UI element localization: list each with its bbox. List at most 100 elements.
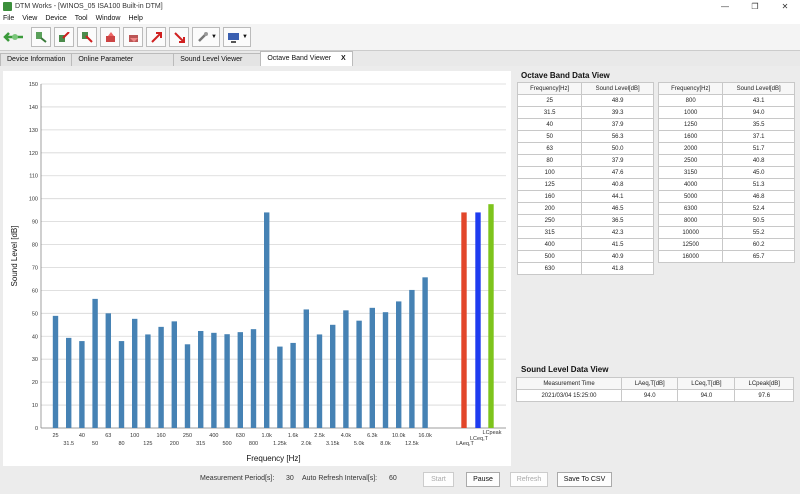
tab-sound-level-viewer[interactable]: Sound Level Viewer (173, 53, 262, 66)
frequency-cell: 160 (516, 190, 583, 203)
y-tick-label: 100 (29, 197, 38, 203)
frequency-cell: 200 (516, 202, 583, 215)
table-row: 1000 94.0 (657, 106, 795, 119)
settings-icon (198, 32, 208, 42)
tab-online-parameter[interactable]: Online Parameter (71, 53, 175, 66)
x-tick-label: 40 (79, 433, 85, 439)
read-button[interactable] (100, 27, 120, 47)
column-header: LCeq,T[dB] (677, 377, 736, 390)
frequency-cell: 125 (516, 178, 583, 191)
save-to-csv-button[interactable]: Save To CSV (557, 472, 612, 487)
table-row: 1250 35.5 (657, 118, 795, 131)
x-tick-label: 6.3k (367, 433, 378, 439)
write-button[interactable] (123, 27, 143, 47)
sound-level-cell: 52.4 (722, 202, 795, 215)
octave-table-right: Frequency[Hz] Sound Level[dB] 800 43.1 100… (657, 82, 795, 263)
export-icon (151, 32, 162, 43)
menu-help[interactable]: Help (128, 15, 143, 22)
column-header: Frequency[Hz] (516, 82, 583, 95)
bar (264, 212, 270, 428)
sound-level-cell: 40.8 (581, 178, 654, 191)
x-tick-label: 2.5k (314, 433, 325, 439)
table-row: 500 40.9 (516, 250, 654, 263)
frequency-cell: 16000 (657, 250, 724, 263)
table-row: 200 46.5 (516, 202, 654, 215)
summary-bar (488, 204, 494, 428)
frequency-cell: 12500 (657, 238, 724, 251)
x-axis-title: Frequency [Hz] (246, 454, 300, 463)
sound-level-cell: 41.8 (581, 262, 654, 275)
monitor-button[interactable]: ▼ (223, 27, 251, 47)
bar (158, 326, 164, 428)
tab-close-button[interactable]: X (341, 55, 346, 62)
x-tick-label: 2.0k (301, 441, 312, 447)
close-button[interactable]: ✕ (781, 2, 789, 11)
app-logo-icon (3, 2, 12, 11)
column-header: LCpeak[dB] (734, 377, 794, 390)
table-row: 10000 55.2 (657, 226, 795, 239)
frequency-cell: 400 (516, 238, 583, 251)
frequency-cell: 800 (657, 94, 724, 107)
x-tick-label: 25 (52, 433, 58, 439)
pause-button[interactable]: Pause (466, 472, 500, 487)
bar (409, 289, 415, 428)
refresh-button[interactable]: Refresh (510, 472, 548, 487)
y-tick-label: 30 (32, 357, 38, 363)
start-button[interactable]: Start (423, 472, 454, 487)
frequency-cell: 6300 (657, 202, 724, 215)
download-icon (82, 32, 93, 43)
bar (250, 329, 257, 428)
device-connect-button[interactable] (31, 27, 51, 47)
y-tick-label: 70 (32, 265, 38, 271)
lcpeak-cell: 97.6 (734, 389, 794, 402)
bar (79, 341, 85, 428)
download-button[interactable] (77, 27, 97, 47)
summary-bar (475, 212, 481, 428)
x-tick-label: 63 (105, 433, 111, 439)
table-row: 80 37.9 (516, 154, 654, 167)
table-row: 31.5 39.3 (516, 106, 654, 119)
toolbar: ▼ ▼ (0, 24, 800, 51)
chevron-down-icon: ▼ (211, 34, 217, 40)
sound-level-cell: 65.7 (722, 250, 795, 263)
menu-window[interactable]: Window (95, 15, 121, 22)
export-button[interactable] (146, 27, 166, 47)
window-controls: — ❐ ✕ (710, 0, 800, 13)
table-row: 16000 65.7 (657, 250, 795, 263)
measurement-period-label: Measurement Period[s]: (200, 475, 275, 482)
table-row: 63 50.0 (516, 142, 654, 155)
settings-button[interactable]: ▼ (192, 27, 220, 47)
bar (105, 313, 111, 428)
sound-level-cell: 40.8 (722, 154, 795, 167)
tab-device-information[interactable]: Device Information (0, 53, 73, 66)
table-row: 3150 45.0 (657, 166, 795, 179)
import-button[interactable] (169, 27, 189, 47)
sound-level-cell: 48.9 (581, 94, 654, 107)
tab-octave-band-viewer[interactable]: Octave Band Viewer X (260, 51, 353, 66)
bar (343, 310, 349, 428)
upload-button[interactable] (54, 27, 74, 47)
sound-level-cell: 39.3 (581, 106, 654, 119)
menu-device[interactable]: Device (45, 15, 67, 22)
table-row: 2000 51.7 (657, 142, 795, 155)
sound-level-table: Measurement Time LAeq,T[dB] LCeq,T[dB] L… (516, 377, 794, 402)
sound-level-cell: 37.1 (722, 130, 795, 143)
menu-file[interactable]: File (3, 15, 15, 22)
lceq-cell: 94.0 (677, 389, 736, 402)
sound-level-cell: 37.9 (581, 118, 654, 131)
x-tick-label: 80 (118, 441, 124, 447)
table-row: 8000 50.5 (657, 214, 795, 227)
x-tick-label: 1.0k (261, 433, 272, 439)
table-row: 6300 52.4 (657, 202, 795, 215)
y-tick-label: 10 (32, 403, 38, 409)
y-axis-title: Sound Level [dB] (10, 226, 19, 287)
maximize-button[interactable]: ❐ (751, 2, 759, 11)
y-tick-label: 120 (29, 151, 38, 157)
bar (132, 318, 138, 428)
minimize-button[interactable]: — (721, 2, 729, 11)
bar (92, 298, 98, 428)
menu-tool[interactable]: Tool (74, 15, 88, 22)
menu-view[interactable]: View (22, 15, 38, 22)
connect-icon[interactable] (3, 27, 25, 47)
x-tick-label: 50 (92, 441, 98, 447)
